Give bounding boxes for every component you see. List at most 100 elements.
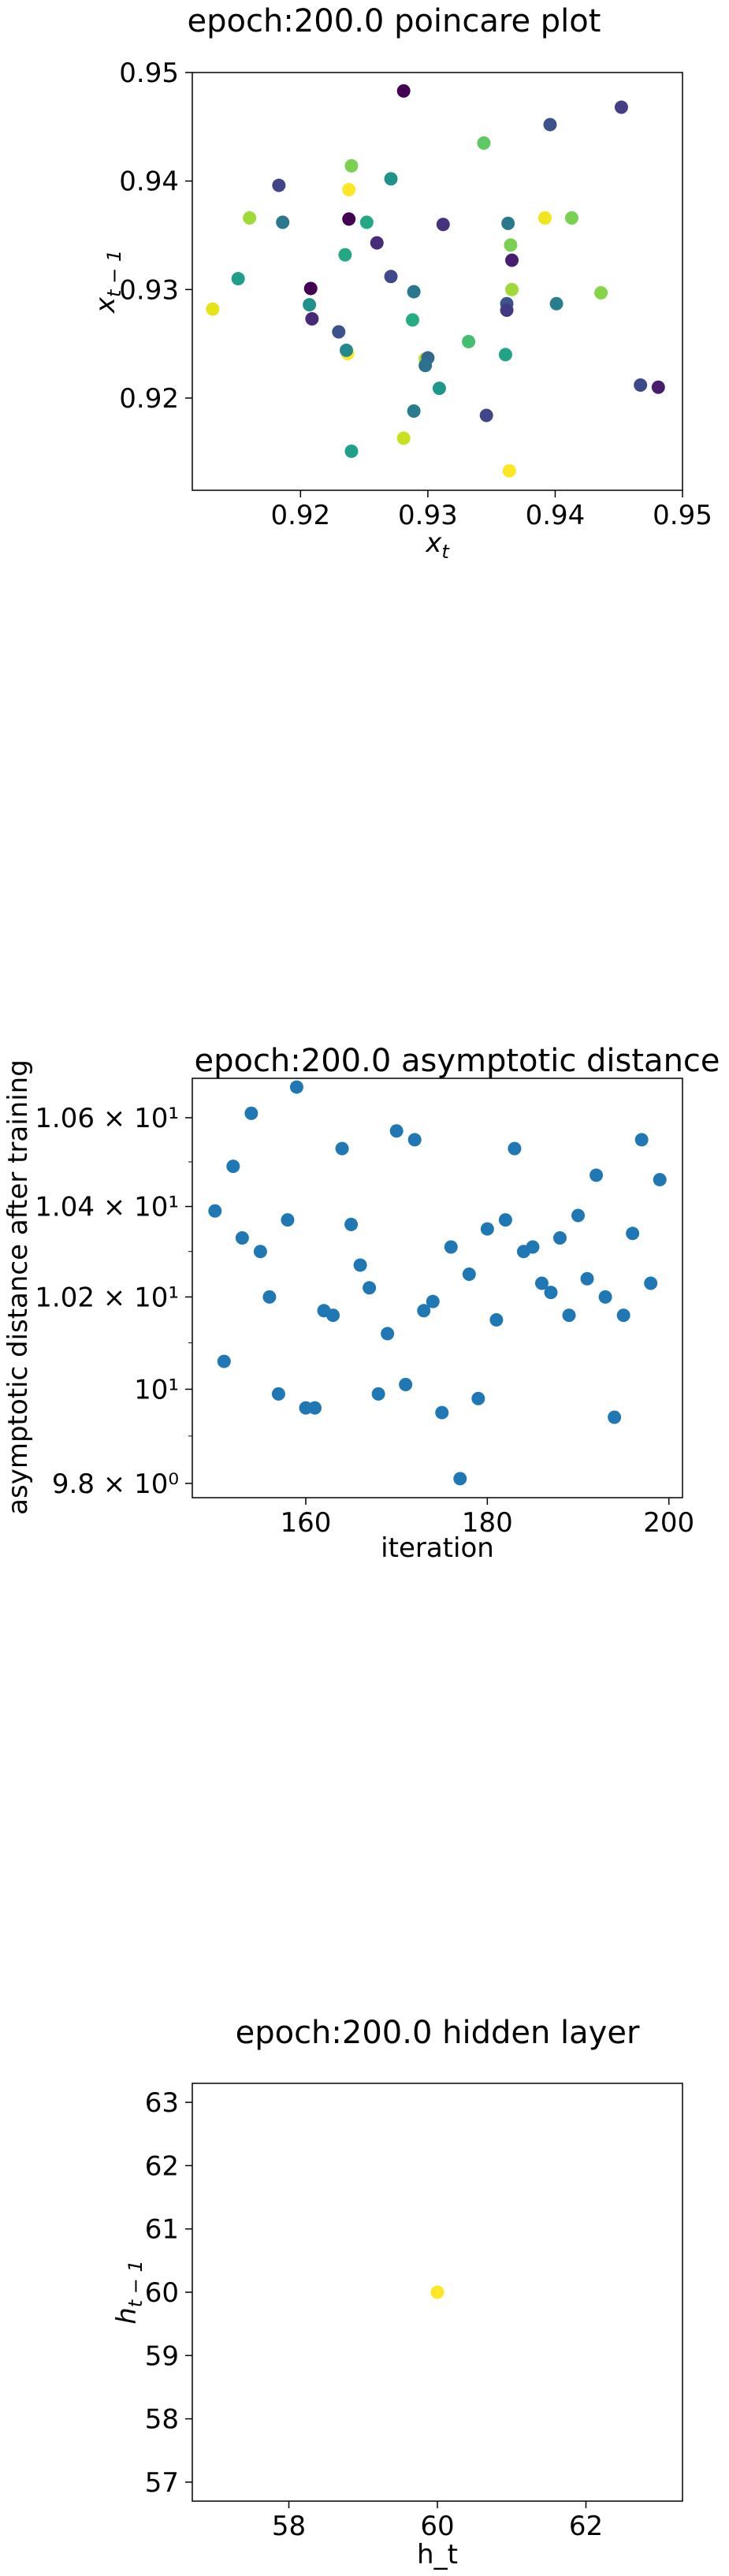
x-tick-label: 200	[643, 1507, 694, 1539]
data-point	[580, 1271, 594, 1286]
data-point	[308, 1401, 322, 1415]
y-tick-label: 58	[145, 2404, 179, 2436]
y-tick-label: 1.06 × 10¹	[35, 1103, 179, 1134]
y-tick-label: 0.92	[119, 383, 179, 415]
y-tick-label: 63	[145, 2087, 179, 2119]
data-point	[332, 325, 346, 339]
data-points	[208, 1080, 667, 1486]
data-point	[616, 1308, 630, 1323]
data-point	[243, 210, 257, 225]
data-point	[407, 404, 421, 419]
axis-ticks: 0.92 0.93 0.94 0.95 0.92 0.93 0.94 0.95	[119, 58, 712, 531]
data-point	[571, 1208, 586, 1223]
data-point	[614, 100, 628, 114]
data-point	[508, 1141, 522, 1156]
x-tick-label: 0.92	[270, 500, 330, 531]
chart-title: epoch:200.0 hidden layer	[236, 2015, 640, 2051]
data-point	[608, 1410, 622, 1424]
y-tick-label: 0.93	[119, 274, 179, 306]
data-point	[432, 382, 446, 396]
y-axis-label: asymptotic distance after training	[2, 1059, 34, 1515]
x-tick-label: 0.93	[398, 500, 458, 531]
y-tick-label: 1.02 × 10¹	[35, 1282, 179, 1313]
data-point	[426, 1294, 440, 1308]
data-point	[381, 1327, 395, 1341]
data-point	[436, 218, 450, 232]
data-point	[371, 1387, 385, 1401]
plot-frame	[192, 1078, 683, 1498]
x-tick-label: 180	[462, 1507, 513, 1539]
data-point	[344, 158, 359, 173]
data-point	[553, 1231, 567, 1245]
data-point	[651, 380, 665, 394]
data-point	[435, 1405, 449, 1420]
x-tick-label: 160	[281, 1507, 332, 1539]
data-point	[498, 1213, 512, 1227]
data-point	[407, 1133, 422, 1147]
data-point	[562, 1308, 576, 1323]
data-point	[549, 296, 563, 311]
y-axis-label: xt − 1	[90, 250, 125, 314]
data-point	[471, 1391, 485, 1405]
data-point	[504, 238, 518, 252]
y-tick-label: 10¹	[134, 1374, 179, 1405]
data-point	[407, 285, 421, 299]
data-point	[339, 343, 353, 357]
data-point	[338, 248, 352, 262]
y-tick-label: 62	[145, 2150, 179, 2182]
data-point	[444, 1240, 458, 1254]
asymptotic-distance-chart: epoch:200.0 asymptotic distance 160 180 20…	[2, 1043, 720, 1564]
data-point	[430, 2285, 444, 2299]
data-point	[359, 215, 374, 229]
data-point	[399, 1378, 413, 1392]
data-point	[342, 212, 356, 226]
data-point	[244, 1106, 258, 1120]
data-point	[594, 285, 608, 300]
data-point	[281, 1213, 295, 1227]
x-tick-label: 0.95	[653, 500, 712, 531]
data-point	[217, 1354, 231, 1368]
data-point	[480, 1222, 494, 1236]
data-point	[208, 1204, 222, 1218]
data-point	[498, 348, 512, 362]
y-tick-label: 1.04 × 10¹	[35, 1192, 179, 1223]
data-point	[644, 1276, 658, 1290]
data-point	[344, 1217, 359, 1231]
data-point	[326, 1308, 340, 1323]
data-point	[235, 1231, 249, 1245]
x-axis-label: h_t	[417, 2539, 458, 2570]
data-point	[226, 1160, 240, 1174]
data-point	[384, 172, 398, 186]
data-point	[342, 183, 356, 197]
data-point	[276, 215, 290, 229]
data-point	[453, 1472, 467, 1486]
chart-title: epoch:200.0 poincare plot	[188, 3, 601, 39]
data-point	[206, 302, 220, 316]
data-point	[590, 1168, 604, 1182]
data-point	[389, 1124, 404, 1138]
data-point	[534, 1276, 549, 1290]
x-tick-label: 60	[420, 2511, 454, 2542]
data-point	[502, 463, 516, 478]
data-point	[335, 1141, 349, 1156]
data-point	[417, 1304, 431, 1318]
x-tick-label: 62	[569, 2511, 603, 2542]
data-point	[505, 253, 519, 267]
data-point	[272, 178, 286, 192]
axis-ticks: 160 180 200 9.8 × 10⁰ 10¹ 1.02 × 10¹ 1.04 × 10…	[35, 1103, 694, 1539]
y-tick-label: 0.95	[119, 58, 179, 89]
data-point	[634, 1133, 649, 1147]
data-point	[543, 117, 557, 132]
data-point	[370, 236, 384, 250]
data-point	[363, 1281, 377, 1295]
data-point	[289, 1080, 303, 1094]
data-point	[253, 1245, 267, 1259]
data-point	[489, 1312, 504, 1327]
data-point	[353, 1258, 367, 1272]
data-point	[462, 1267, 476, 1281]
data-point	[231, 272, 245, 286]
plot-frame	[192, 72, 683, 491]
data-point	[262, 1290, 277, 1304]
data-points	[206, 84, 665, 478]
